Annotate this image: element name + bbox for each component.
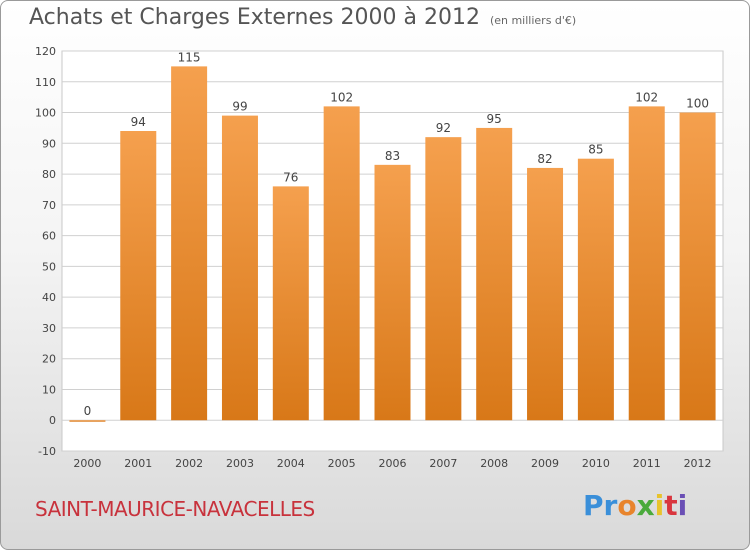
data-label-2004: 76 [283, 170, 298, 184]
x-tick-label-2006: 2006 [379, 457, 407, 470]
x-tick-label-2008: 2008 [480, 457, 508, 470]
bar-2000 [69, 420, 106, 422]
y-tick-label: 90 [42, 137, 56, 150]
data-label-2002: 115 [178, 50, 201, 64]
bar-2011 [628, 106, 665, 421]
logo-letter: o [617, 489, 637, 522]
logo-letter: i [654, 489, 665, 522]
bar-2006 [374, 164, 411, 421]
y-tick-label: 10 [42, 383, 56, 396]
x-tick-label-2004: 2004 [277, 457, 305, 470]
y-tick-label: 70 [42, 199, 56, 212]
data-label-2008: 95 [487, 112, 502, 126]
data-label-2010: 85 [588, 143, 603, 157]
logo-letter: x [636, 489, 655, 522]
x-tick-label-2000: 2000 [73, 457, 101, 470]
commune-name: SAINT-MAURICE-NAVACELLES [35, 497, 315, 521]
bar-2004 [272, 186, 309, 421]
y-tick-label: 50 [42, 260, 56, 273]
y-tick-label: 80 [42, 168, 56, 181]
y-tick-label: 0 [49, 414, 56, 427]
x-tick-label-2010: 2010 [582, 457, 610, 470]
data-label-2005: 102 [330, 90, 353, 104]
x-tick-label-2011: 2011 [633, 457, 661, 470]
y-tick-label: 100 [35, 107, 56, 120]
logo-letter: i [677, 489, 688, 522]
x-tick-label-2012: 2012 [684, 457, 712, 470]
bar-2001 [120, 131, 157, 421]
y-tick-label: 30 [42, 322, 56, 335]
bar-2005 [323, 106, 360, 421]
x-tick-label-2003: 2003 [226, 457, 254, 470]
y-tick-label: -10 [38, 445, 56, 458]
y-tick-label: 40 [42, 291, 56, 304]
x-tick-label-2002: 2002 [175, 457, 203, 470]
y-tick-label: 120 [35, 45, 56, 58]
bar-2002 [171, 66, 208, 421]
unit-label: (en milliers d'€) [489, 14, 577, 27]
bar-2007 [425, 137, 462, 421]
x-tick-label-2001: 2001 [124, 457, 152, 470]
chart-title: Achats et Charges Externes 2000 à 2012 (e… [29, 5, 576, 30]
data-label-2012: 100 [686, 97, 709, 111]
bar-2010 [577, 158, 614, 421]
bar-2012 [679, 112, 716, 421]
logo-letter: r [603, 489, 618, 522]
title-text: Achats et Charges Externes 2000 à 2012 [29, 5, 480, 30]
data-label-2003: 99 [232, 100, 247, 114]
logo-letter: t [664, 489, 678, 522]
bar-2003 [221, 115, 258, 421]
bar-2008 [476, 127, 513, 421]
data-label-2001: 94 [131, 115, 146, 129]
y-tick-label: 20 [42, 353, 56, 366]
data-label-2006: 83 [385, 149, 400, 163]
x-tick-label-2007: 2007 [429, 457, 457, 470]
bar-2009 [527, 167, 564, 421]
y-tick-label: 110 [35, 76, 56, 89]
data-label-2009: 82 [537, 152, 552, 166]
x-tick-label-2009: 2009 [531, 457, 559, 470]
data-label-2000: 0 [84, 404, 92, 418]
logo-letter: P [583, 489, 604, 522]
data-label-2011: 102 [635, 90, 658, 104]
y-tick-label: 60 [42, 230, 56, 243]
x-tick-label-2005: 2005 [328, 457, 356, 470]
data-label-2007: 92 [436, 121, 451, 135]
proxiti-logo: Proxiti [583, 489, 687, 522]
